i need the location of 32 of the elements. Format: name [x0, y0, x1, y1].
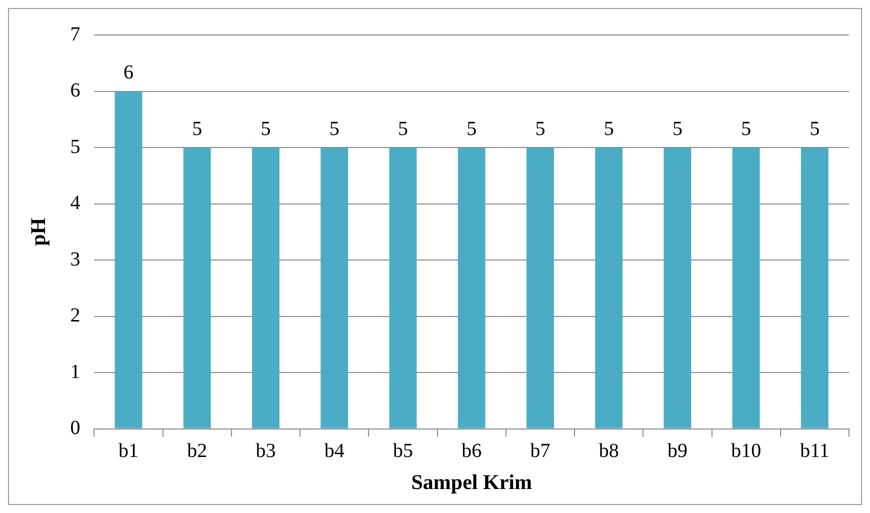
- data-label: 5: [260, 118, 271, 140]
- data-label: 5: [741, 118, 752, 140]
- y-tick-label: 1: [70, 360, 80, 383]
- x-tick-label: b11: [800, 440, 830, 462]
- data-label: 5: [535, 118, 546, 140]
- x-tick-label: b1: [118, 440, 139, 462]
- y-tick-label: 3: [70, 248, 80, 270]
- data-label: 5: [192, 118, 202, 140]
- x-tick-label: b5: [392, 440, 413, 462]
- y-tick-label: 4: [70, 192, 80, 214]
- data-label: 5: [466, 118, 477, 140]
- x-tick-label: b4: [324, 440, 344, 462]
- x-tick-label: b2: [187, 440, 208, 462]
- x-tick-label: b10: [731, 440, 762, 462]
- x-tick-label: b8: [598, 440, 619, 462]
- y-tick-label: 0: [70, 417, 80, 440]
- x-axis-title: Sampel Krim: [411, 470, 532, 494]
- x-tick-label: b6: [462, 440, 482, 462]
- data-label: 5: [329, 118, 340, 140]
- data-label: 5: [398, 118, 408, 140]
- data-label: 5: [604, 118, 614, 140]
- x-tick-label: b9: [667, 440, 688, 462]
- data-label: 6: [124, 62, 134, 84]
- data-label: 5: [672, 118, 682, 140]
- y-tick-label: 5: [70, 136, 80, 158]
- y-axis-title: pH: [26, 218, 50, 246]
- data-label: 5: [810, 118, 820, 140]
- x-tick-label: b7: [530, 440, 550, 462]
- y-tick-label: 7: [70, 23, 80, 46]
- x-tick-label: b3: [256, 440, 276, 462]
- y-tick-label: 2: [70, 304, 80, 327]
- y-tick-label: 6: [70, 80, 80, 102]
